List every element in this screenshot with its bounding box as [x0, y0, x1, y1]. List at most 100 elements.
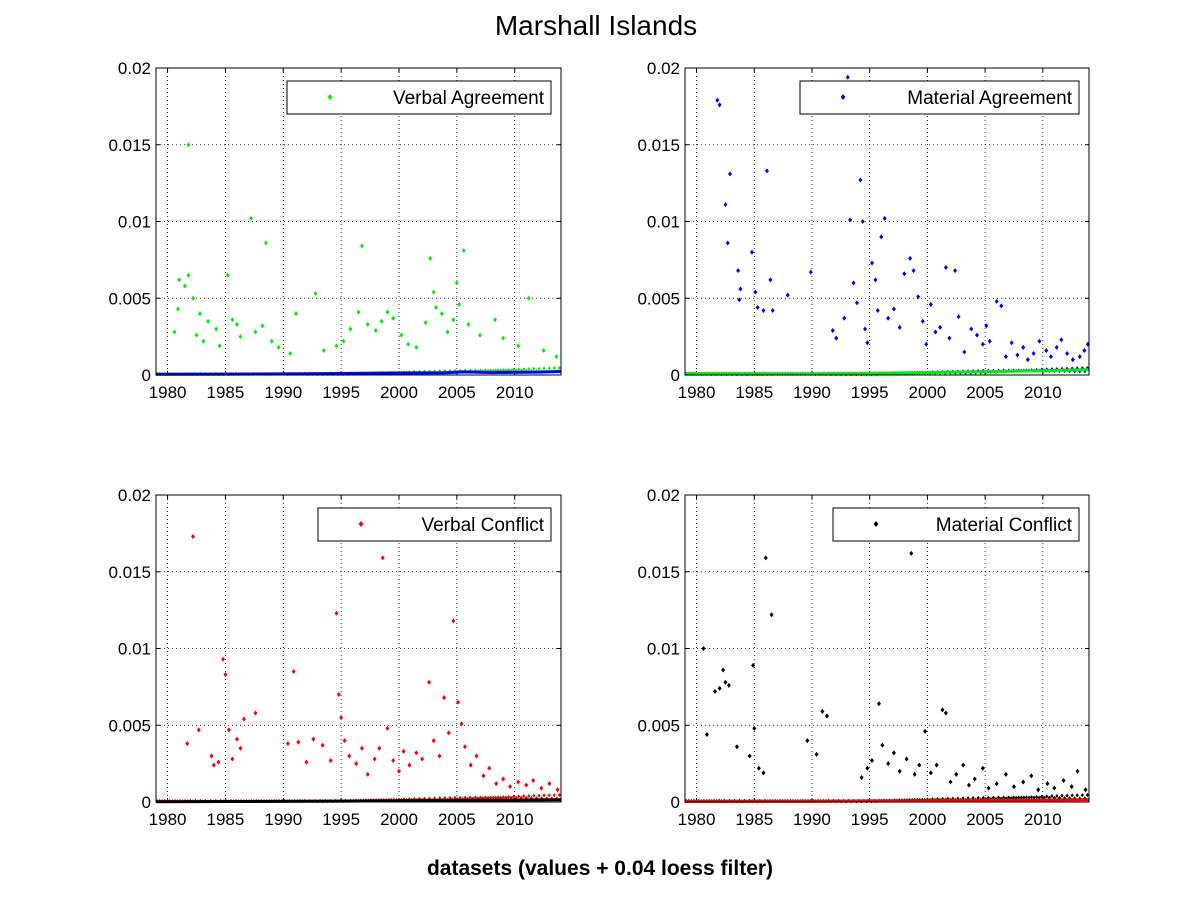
- baseline-point: [1027, 795, 1031, 800]
- data-point: [454, 280, 459, 286]
- data-point: [920, 318, 925, 324]
- data-point: [882, 215, 887, 221]
- data-point: [904, 756, 909, 762]
- data-point: [1011, 784, 1016, 790]
- legend-box: [799, 80, 1080, 115]
- data-point: [1069, 784, 1074, 790]
- legend-box: [317, 507, 552, 542]
- data-point: [359, 745, 364, 751]
- data-point: [238, 745, 243, 751]
- data-point: [1015, 352, 1020, 358]
- data-point: [842, 315, 847, 321]
- baseline-point: [522, 367, 526, 372]
- baseline-point: [478, 368, 483, 373]
- data-point: [1031, 351, 1036, 357]
- data-point: [749, 249, 754, 255]
- baseline-point: [537, 366, 541, 371]
- baseline-point: [476, 796, 480, 801]
- baseline-point: [463, 795, 467, 800]
- data-point: [172, 329, 177, 335]
- data-point: [865, 765, 870, 771]
- data-point: [399, 332, 404, 338]
- data-point: [916, 294, 921, 300]
- data-point: [526, 295, 531, 301]
- data-point: [933, 329, 938, 335]
- data-point: [728, 171, 733, 177]
- data-point: [785, 292, 790, 298]
- data-point: [501, 335, 506, 341]
- data-point: [235, 321, 239, 327]
- baseline-point: [542, 793, 546, 798]
- baseline-point: [481, 796, 485, 801]
- baseline-point: [1065, 366, 1069, 371]
- data-point: [531, 778, 536, 784]
- data-point: [726, 682, 731, 688]
- data-point: [934, 762, 939, 768]
- data-point: [539, 785, 544, 791]
- data-point: [1045, 781, 1050, 787]
- data-point: [961, 762, 966, 768]
- baseline-point: [552, 366, 556, 371]
- y-tick-label: 0.005: [108, 289, 151, 308]
- data-point: [238, 334, 243, 340]
- data-point: [177, 277, 182, 283]
- data-point: [508, 784, 513, 790]
- legend-marker: [327, 94, 333, 100]
- data-point: [294, 311, 299, 317]
- data-point: [713, 688, 718, 694]
- data-point: [216, 759, 221, 765]
- data-point: [986, 785, 991, 791]
- data-point: [747, 753, 752, 759]
- baseline-point: [1022, 795, 1026, 800]
- baseline-point: [1075, 793, 1079, 798]
- legend-label: Verbal Conflict: [421, 515, 544, 536]
- data-point: [253, 329, 258, 335]
- baseline-point: [1085, 365, 1089, 370]
- data-point: [461, 248, 466, 254]
- data-point: [445, 329, 450, 335]
- legend-marker: [840, 94, 846, 100]
- baseline-point: [1034, 794, 1039, 799]
- data-point: [897, 324, 902, 330]
- data-point: [341, 338, 346, 344]
- data-point: [380, 555, 385, 561]
- y-tick-label: 0.005: [108, 716, 151, 735]
- x-tick-label: 2005: [966, 810, 1004, 829]
- data-point: [911, 268, 916, 274]
- data-point: [865, 340, 870, 346]
- data-point: [401, 748, 406, 754]
- legend-marker: [873, 521, 879, 527]
- data-point: [175, 306, 180, 312]
- data-point: [755, 304, 760, 310]
- baseline-point: [506, 794, 511, 799]
- data-point: [1036, 787, 1041, 793]
- data-point: [873, 277, 878, 283]
- baseline-point: [1012, 795, 1016, 800]
- data-point: [462, 744, 467, 750]
- data-point: [738, 286, 743, 292]
- baseline-point: [1070, 366, 1074, 371]
- data-point: [334, 610, 339, 616]
- data-point: [938, 324, 943, 330]
- data-point: [763, 555, 768, 561]
- plot-material-conflict: 1980 1985 1990 1995 2000 2005 2010 0 0.005 0.01 0.…: [637, 486, 1090, 829]
- legend: Verbal Conflict: [317, 507, 552, 542]
- baseline-point: [1060, 793, 1064, 798]
- baseline-point: [1040, 794, 1044, 799]
- data-point: [487, 765, 492, 771]
- x-tick-label: 1990: [264, 383, 302, 402]
- data-point: [715, 97, 720, 103]
- y-tick-label: 0.015: [108, 136, 151, 155]
- y-tick-label: 0.02: [647, 59, 680, 78]
- y-tick-label: 0: [671, 793, 680, 812]
- data-point: [214, 326, 219, 332]
- legend: Material Agreement: [799, 80, 1080, 115]
- axes-box: [684, 67, 1090, 376]
- data-point: [947, 335, 952, 341]
- data-point: [717, 685, 722, 691]
- data-point: [980, 765, 985, 771]
- data-point: [182, 283, 187, 289]
- data-point: [863, 326, 868, 332]
- data-point: [304, 759, 309, 765]
- data-point: [987, 338, 992, 344]
